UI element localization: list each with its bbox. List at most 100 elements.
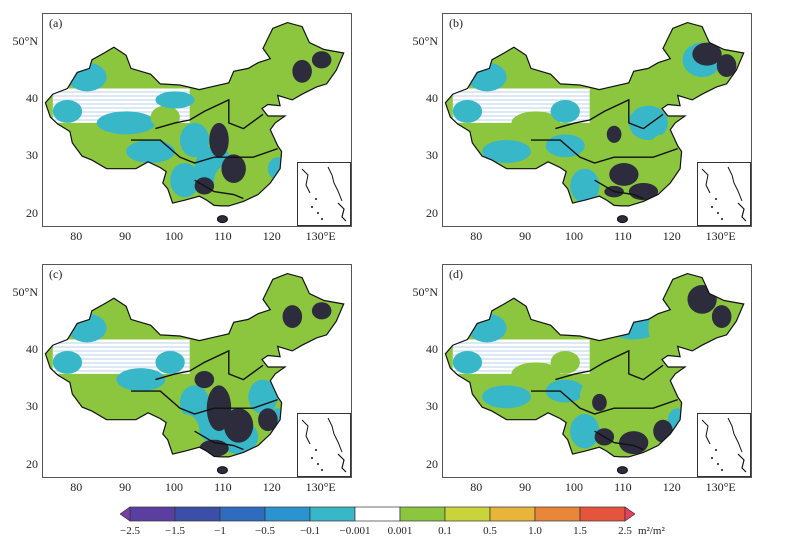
significance-patch — [221, 154, 246, 184]
river-line — [194, 430, 244, 451]
teal-patch — [550, 99, 580, 123]
south-china-sea-inset — [697, 413, 751, 477]
significance-patch — [592, 393, 607, 412]
inset-map — [701, 166, 747, 222]
x-tick-label: 100 — [165, 480, 183, 494]
colorbar — [120, 506, 635, 522]
y-tick-label: 20 — [426, 205, 438, 220]
teal-patch — [482, 140, 531, 163]
y-tick-label: 20 — [26, 205, 38, 220]
significance-patch — [716, 54, 737, 78]
x-tick-label: 110 — [614, 229, 632, 243]
significance-patch — [209, 122, 229, 158]
colorbar-segment — [489, 506, 536, 522]
inset-map — [301, 166, 347, 222]
colorbar-tick-label: 0.1 — [438, 525, 452, 537]
y-tick-label: 50°N — [412, 33, 438, 48]
x-tick-label: 80 — [470, 480, 483, 494]
teal-patch — [482, 385, 531, 409]
china-map — [44, 21, 345, 224]
colorbar-tick-label: 1.5 — [573, 525, 587, 537]
teal-patch — [96, 111, 156, 135]
significance-patch — [292, 59, 312, 83]
x-tick-label: 100 — [565, 480, 583, 494]
y-tick-label: 50°N — [412, 284, 438, 299]
teal-patch — [452, 99, 483, 123]
colorbar-tick-label: −2.5 — [120, 525, 140, 537]
significance-patch — [653, 419, 673, 443]
x-tick-label: 100 — [565, 229, 583, 243]
panel-label: (b) — [449, 16, 463, 30]
river-line — [131, 390, 278, 415]
y-tick-label: 30 — [26, 148, 38, 163]
colorbar-tick-label: 2.5 — [618, 525, 632, 537]
x-tick-label: 130°E — [305, 229, 336, 243]
significance-patch — [687, 285, 717, 314]
teal-patch — [452, 350, 483, 374]
teal-patch — [570, 413, 600, 449]
green-patch — [653, 54, 693, 100]
significance-patch — [609, 162, 639, 186]
y-tick-label: 20 — [426, 456, 438, 471]
significance-patch — [711, 305, 732, 329]
colorbar-unit: m²/m² — [638, 525, 665, 537]
green-patch — [648, 134, 678, 169]
green-patch — [628, 350, 668, 386]
colorbar-segment — [264, 506, 311, 522]
hainan-island — [216, 215, 228, 224]
teal-patch — [248, 379, 278, 414]
colorbar-tick-label: 0.5 — [483, 525, 497, 537]
river-line — [594, 179, 644, 200]
y-tick-label: 40 — [26, 90, 38, 105]
colorbar-tick-label: −0.001 — [339, 525, 371, 537]
y-tick-label: 50°N — [12, 33, 38, 48]
green-patch — [82, 385, 131, 409]
x-tick-label: 130°E — [305, 480, 336, 494]
river-line — [555, 349, 664, 381]
colorbar-max-arrow — [624, 506, 635, 522]
x-tick-label: 110 — [214, 480, 232, 494]
green-patch — [648, 379, 678, 414]
x-tick-label: 90 — [119, 229, 132, 243]
colorbar-segment — [399, 506, 446, 522]
teal-patch — [628, 105, 668, 141]
x-tick-label: 110 — [214, 229, 232, 243]
map-panel: (a) 80 90 100 110 120 130°E 50°N 40 30 20 — [13, 13, 352, 243]
green-patch — [248, 128, 278, 163]
river-line — [131, 139, 278, 164]
x-tick-label: 80 — [470, 229, 483, 243]
significance-patch — [619, 431, 649, 455]
south-china-sea-inset — [297, 162, 351, 226]
y-tick-label: 40 — [426, 90, 438, 105]
colorbar-tick-label: −1.5 — [165, 525, 185, 537]
teal-patch — [570, 168, 600, 204]
significance-patch — [258, 408, 278, 432]
y-tick-label: 20 — [26, 456, 38, 471]
river-line — [531, 390, 678, 415]
x-tick-label: 120 — [662, 229, 681, 243]
significance-patch — [692, 42, 722, 66]
green-patch — [511, 362, 561, 386]
x-tick-label: 110 — [614, 480, 632, 494]
green-patch — [672, 151, 693, 175]
teal-patch — [545, 134, 585, 158]
colorbar-segment — [174, 506, 221, 522]
colorbar-min-arrow — [120, 506, 131, 522]
map-panel: (b) 80 90 100 110 120 130°E 50°N 40 30 20 — [413, 13, 752, 243]
x-tick-label: 120 — [262, 229, 281, 243]
significance-patch — [223, 408, 254, 443]
teal-patch — [170, 162, 200, 198]
green-patch — [648, 305, 688, 351]
teal-patch — [52, 99, 83, 123]
teal-patch — [179, 122, 210, 158]
x-tick-label: 90 — [519, 229, 532, 243]
country-border — [444, 272, 745, 458]
south-china-sea-inset — [297, 413, 351, 477]
x-tick-label: 80 — [70, 229, 83, 243]
inset-map — [701, 417, 747, 473]
colorbar-segment — [309, 506, 356, 522]
x-tick-label: 130°E — [705, 229, 736, 243]
colorbar-segment — [579, 506, 626, 522]
map-frame: (d) — [442, 264, 752, 478]
hainan-island — [616, 466, 628, 475]
